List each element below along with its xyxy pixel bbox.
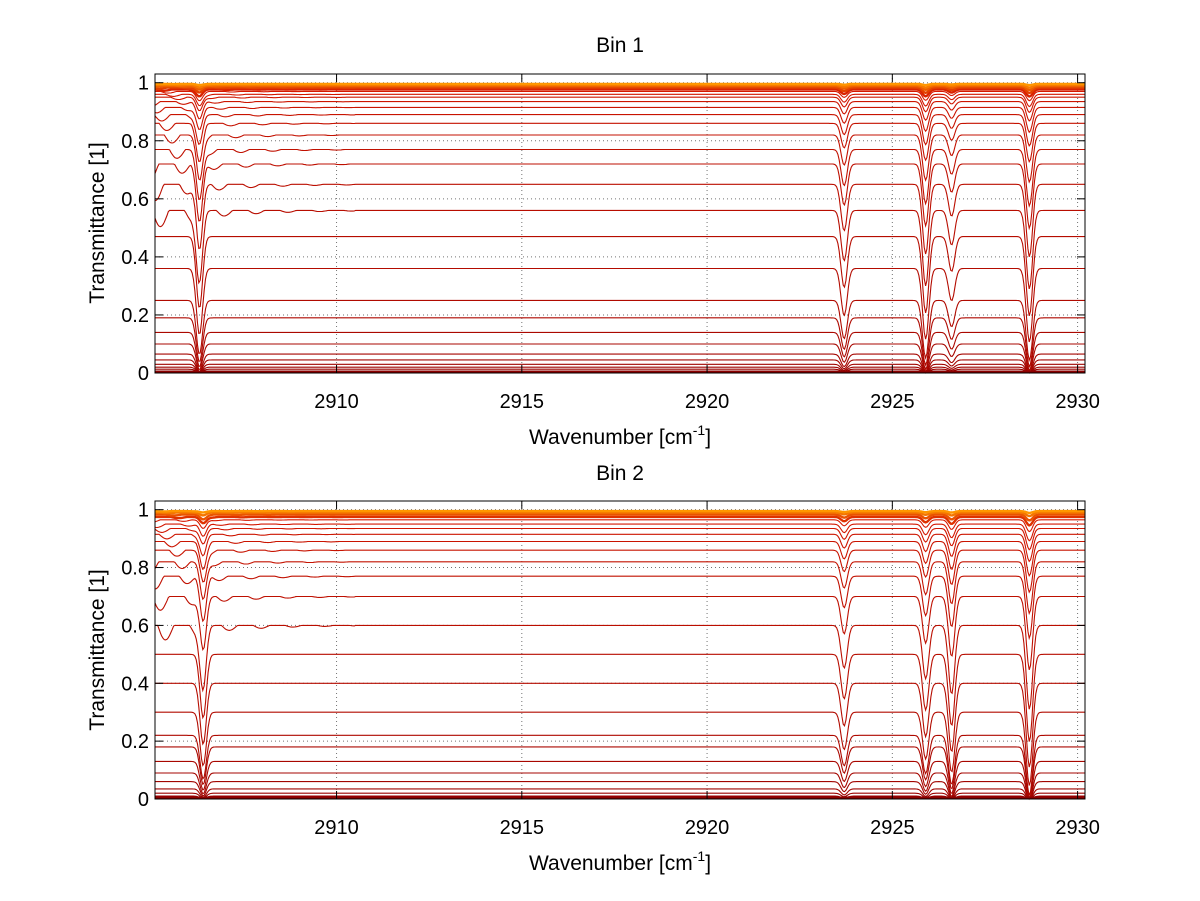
series-line <box>154 575 1085 641</box>
series-line <box>155 772 1085 800</box>
y-axis-label: Transmittance [1] <box>86 569 109 730</box>
series-line <box>154 561 1085 616</box>
y-tick-label: 1 <box>138 500 149 522</box>
series-line <box>154 86 1085 95</box>
series-line <box>155 540 1085 577</box>
series-line <box>154 101 1085 122</box>
series-line <box>154 114 1085 147</box>
y-tick-label: 0 <box>138 363 149 385</box>
series-line <box>154 595 1085 670</box>
series-line <box>155 533 1085 563</box>
series-line <box>155 359 1085 374</box>
series-line <box>155 331 1085 373</box>
series-line <box>155 317 1085 369</box>
y-tick-label: 0.6 <box>121 189 149 211</box>
x-tick-label: 2915 <box>500 817 545 839</box>
series-line <box>154 523 1085 542</box>
x-axis-label: Wavenumber [cm-1] <box>529 848 711 875</box>
series-line <box>154 163 1085 231</box>
plot-frame <box>154 73 1086 374</box>
y-tick-label: 0.2 <box>121 731 149 753</box>
series-line <box>155 760 1085 800</box>
series-line <box>155 549 1085 594</box>
x-tick-label: 2910 <box>314 817 359 839</box>
y-tick-label: 0.4 <box>121 247 149 269</box>
series-line <box>155 711 1085 786</box>
series-line <box>155 624 1085 710</box>
y-tick-label: 0 <box>138 789 149 811</box>
x-tick-label: 2910 <box>314 391 359 413</box>
series-line <box>155 236 1085 317</box>
chart-title: Bin 2 <box>596 462 644 485</box>
series-line <box>155 781 1085 800</box>
series-line <box>155 653 1085 742</box>
series-line <box>155 267 1085 343</box>
x-tick-label: 2925 <box>870 817 915 839</box>
y-tick-label: 0.4 <box>121 673 149 695</box>
series-line <box>154 519 1085 533</box>
series-line <box>155 746 1085 801</box>
series-line <box>155 366 1085 374</box>
series-line <box>155 96 1085 114</box>
series-line <box>155 343 1085 374</box>
series-line <box>155 511 1085 518</box>
series-line <box>154 183 1085 257</box>
chart-title: Bin 1 <box>596 34 644 57</box>
y-tick-label: 0.8 <box>121 131 149 153</box>
y-tick-label: 0.8 <box>121 558 149 580</box>
x-tick-label: 2925 <box>870 391 915 413</box>
y-axis-label: Transmittance [1] <box>86 142 109 303</box>
plot-frame <box>154 500 1086 800</box>
series-line <box>155 134 1085 184</box>
x-tick-label: 2930 <box>1055 391 1100 413</box>
y-tick-label: 0.6 <box>121 615 149 637</box>
y-tick-label: 1 <box>138 73 149 95</box>
series-line <box>155 148 1085 208</box>
series-line <box>154 509 1085 515</box>
series-line <box>154 106 1085 134</box>
y-tick-label: 0.2 <box>121 305 149 327</box>
series-line <box>155 513 1085 522</box>
series-line <box>155 788 1085 800</box>
series-line <box>155 363 1085 374</box>
x-tick-label: 2920 <box>685 817 730 839</box>
series-line <box>155 93 1085 108</box>
series-line <box>154 88 1085 98</box>
series-line <box>155 122 1085 164</box>
chart-bin-1: Bin 1 2910 2915 2920 2925 2930 0 0.2 0.4 0.6 0.8… <box>86 34 1100 449</box>
series-line <box>155 82 1085 87</box>
x-tick-label: 2920 <box>685 391 730 413</box>
x-tick-label: 2930 <box>1055 817 1100 839</box>
x-axis-label: Wavenumber [cm-1] <box>529 422 711 449</box>
series-line <box>154 209 1085 290</box>
series-line <box>154 527 1085 551</box>
chart-bin-2: Bin 2 2910 2915 2920 2925 2930 0 0.2 0.4 0.6 0.8… <box>86 462 1100 875</box>
series-line <box>155 353 1085 374</box>
x-tick-label: 2915 <box>500 391 545 413</box>
series-line <box>155 299 1085 363</box>
series-line <box>155 90 1085 102</box>
series-line <box>155 515 1085 527</box>
series-line <box>155 792 1085 800</box>
series-line <box>155 682 1085 768</box>
series-line <box>155 734 1085 798</box>
